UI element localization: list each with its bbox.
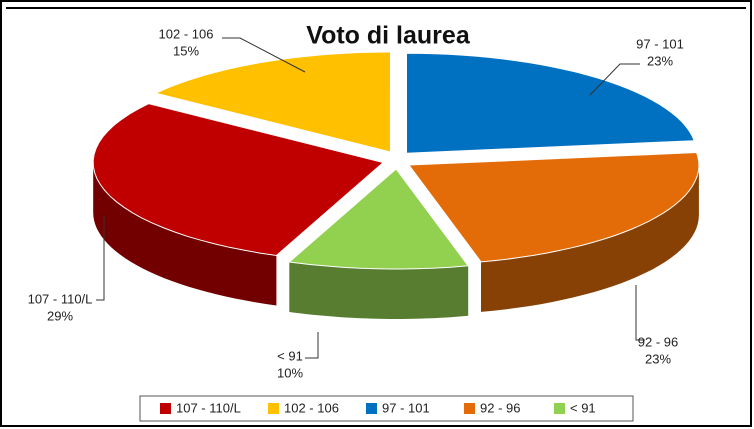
legend-swatch [464,403,475,414]
data-labels: 97 - 101 23% 92 - 96 23% < 91 10% 107 - 110/L 2… [28,26,684,380]
slice [288,168,470,270]
slice-side [289,262,469,319]
chart-title: Voto di laurea [306,22,471,50]
legend-box [139,395,634,422]
legend-label: 92 - 96 [480,400,520,415]
pie-tops [92,51,700,270]
leader-line [635,285,645,341]
legend-label: 97 - 101 [382,400,430,415]
legend-swatch [554,403,565,414]
legend-swatch [268,403,279,414]
data-label: 29% [47,308,73,323]
data-label: 23% [647,53,673,68]
data-label-category: 102 - 106 [159,26,214,41]
pie-sides [93,162,699,319]
legend-label: < 91 [570,400,596,415]
data-label-category: 92 - 96 [638,334,678,349]
slice-side [93,162,277,306]
slice [92,103,385,257]
legend-label: 102 - 106 [284,400,339,415]
data-label: 23% [645,351,671,366]
leader-line [222,37,306,73]
slice-side [481,165,699,312]
leader-line [589,63,640,96]
leader-line [305,332,319,359]
leader-line [96,215,105,301]
data-label-category: < 91 [277,348,303,363]
legend: 107 - 110/L 102 - 106 97 - 101 92 - 96 < 91 [160,400,596,415]
data-label: 10% [277,365,303,380]
slice [407,151,700,263]
data-label-category: 97 - 101 [636,36,684,51]
legend-swatch [160,403,171,414]
legend-swatch [366,403,377,414]
data-label: 15% [173,43,199,58]
legend-label: 107 - 110/L [176,400,241,415]
slice [405,52,695,154]
data-label-category: 107 - 110/L [28,291,93,306]
slice [154,51,392,153]
